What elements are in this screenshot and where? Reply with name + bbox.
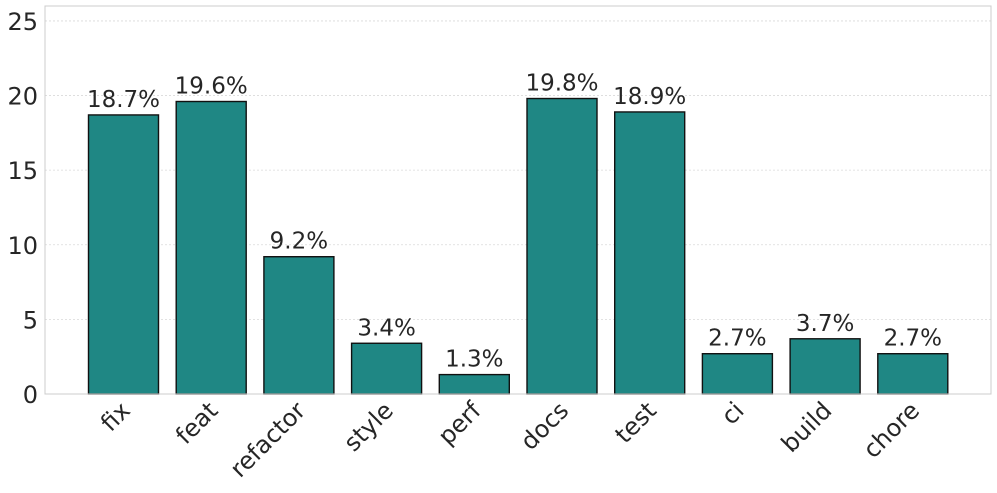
bar-fix xyxy=(87,114,160,395)
x-tick-label-feat: feat xyxy=(170,396,223,449)
y-tick-label: 0 xyxy=(23,381,38,409)
bar-chore xyxy=(877,353,949,395)
bar-feat xyxy=(175,100,247,395)
x-tick-label-test: test xyxy=(610,396,662,448)
bars xyxy=(87,97,949,395)
x-tick-label-build: build xyxy=(776,396,838,458)
data-label-docs: 19.8% xyxy=(525,71,598,97)
data-label-test: 18.9% xyxy=(613,84,686,110)
data-label-ci: 2.7% xyxy=(708,326,766,352)
bar-style xyxy=(350,342,423,395)
data-label-perf: 1.3% xyxy=(445,347,503,373)
bar-refactor xyxy=(263,256,335,395)
x-tick-label-chore: chore xyxy=(858,396,925,463)
y-tick-label: 10 xyxy=(7,232,38,260)
x-tick-label-style: style xyxy=(338,396,399,457)
x-tick-label-fix: fix xyxy=(95,396,136,437)
data-label-feat: 19.6% xyxy=(175,74,248,100)
data-label-style: 3.4% xyxy=(357,315,415,341)
x-axis-tick-labels: fix feat refactor style perf docs test ci build c… xyxy=(95,396,925,483)
y-tick-label: 5 xyxy=(23,306,38,334)
bar-build xyxy=(789,338,861,395)
data-label-build: 3.7% xyxy=(796,311,854,337)
x-tick-label-refactor: refactor xyxy=(225,396,312,483)
bar-test xyxy=(614,111,686,395)
data-label-refactor: 9.2% xyxy=(270,229,328,255)
y-tick-label: 15 xyxy=(7,157,38,185)
y-tick-label: 20 xyxy=(7,83,38,111)
bar-docs xyxy=(526,97,598,395)
x-tick-label-ci: ci xyxy=(716,396,750,430)
y-tick-label: 25 xyxy=(7,8,38,36)
bar-perf xyxy=(438,373,510,395)
x-tick-label-perf: perf xyxy=(433,396,487,450)
x-tick-label-docs: docs xyxy=(515,396,574,455)
y-axis-tick-labels: 0 5 10 15 20 25 xyxy=(7,8,38,409)
plot-frame xyxy=(44,5,992,395)
data-labels: 18.7% 19.6% 9.2% 3.4% 1.3% 19.8% 18.9% 2.7% 3.7%… xyxy=(87,71,942,373)
bar-ci xyxy=(701,353,774,395)
data-label-fix: 18.7% xyxy=(87,87,160,113)
data-label-chore: 2.7% xyxy=(884,326,942,352)
